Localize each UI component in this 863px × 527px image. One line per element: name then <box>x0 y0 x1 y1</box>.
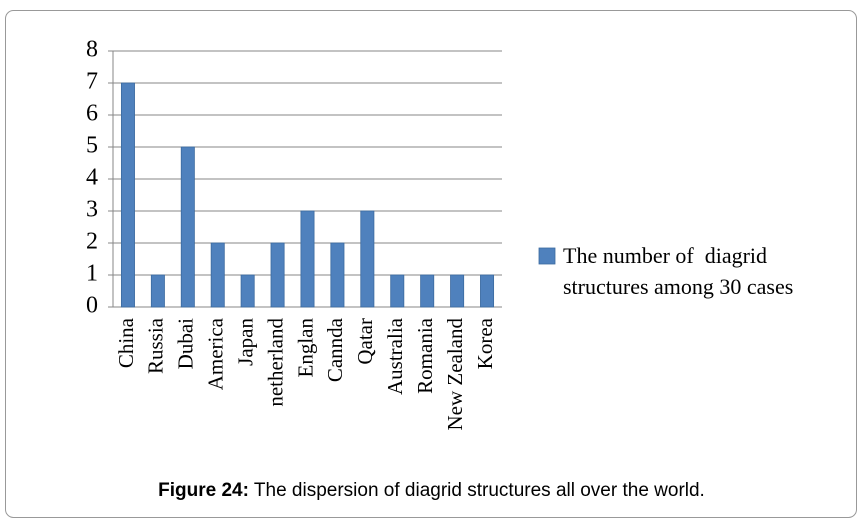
legend-swatch <box>538 247 556 265</box>
y-tick-label: 3 <box>86 197 98 223</box>
frame <box>5 10 857 518</box>
bar <box>330 242 345 308</box>
y-tick-label: 7 <box>86 69 98 95</box>
y-tick-label: 0 <box>86 293 98 319</box>
bar <box>210 242 225 308</box>
x-tick-label: Cannda <box>323 317 347 382</box>
x-tick-label: America <box>204 317 228 390</box>
y-tick-label: 4 <box>86 165 98 191</box>
x-tick-label: China <box>114 317 138 368</box>
bar <box>270 242 285 308</box>
y-tick-label: 2 <box>86 229 98 255</box>
bar <box>120 82 135 308</box>
y-tick-label: 1 <box>86 261 98 287</box>
bar <box>480 274 495 308</box>
bar <box>450 274 465 308</box>
y-tick-label: 8 <box>86 37 98 63</box>
bar <box>420 274 435 308</box>
x-tick-label: Russia <box>144 317 168 374</box>
bar <box>360 210 375 308</box>
x-tick-label: Englan <box>293 318 317 378</box>
x-tick-label: netherland <box>263 318 287 407</box>
y-tick-label: 6 <box>86 101 98 127</box>
x-tick-label: Dubai <box>174 318 198 369</box>
caption-text: The dispersion of diagrid structures all… <box>253 480 705 501</box>
legend-label: The number of diagrid structures among 3… <box>563 243 794 299</box>
bar <box>240 274 255 308</box>
x-tick-label: New Zealand <box>443 318 467 431</box>
caption: Figure 24: The dispersion of diagrid str… <box>0 480 863 502</box>
caption-label: Figure 24: <box>158 480 249 501</box>
x-tick-label: Australia <box>383 317 407 395</box>
bar <box>300 210 315 308</box>
bar <box>180 146 195 308</box>
bar <box>150 274 165 308</box>
x-tick-label: Romania <box>413 317 437 393</box>
x-tick-label: Japan <box>233 318 257 366</box>
x-tick-label: Qatar <box>353 318 377 365</box>
x-tick-label: Korea <box>473 317 497 369</box>
y-tick-label: 5 <box>86 133 98 159</box>
bar <box>390 274 405 308</box>
